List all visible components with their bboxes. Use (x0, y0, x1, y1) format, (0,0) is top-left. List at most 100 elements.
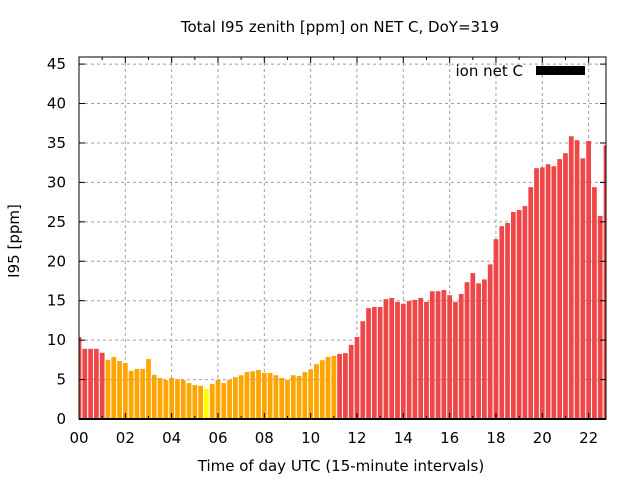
bar (383, 299, 389, 419)
bar (539, 167, 545, 419)
bars (79, 136, 606, 419)
legend: ion net C (456, 62, 585, 80)
bar (256, 370, 261, 419)
x-tick-label: 14 (394, 429, 413, 447)
bar (180, 379, 186, 419)
bar (186, 383, 192, 419)
y-tick-label: 0 (56, 410, 66, 428)
chart-title: Total I95 zenith [ppm] on NET C, DoY=319 (180, 18, 499, 36)
x-tick-label: 06 (208, 429, 227, 447)
bar (597, 215, 603, 419)
bar (221, 383, 227, 419)
x-tick-label: 02 (116, 429, 135, 447)
bar (279, 377, 285, 419)
bar (285, 379, 290, 419)
bar (493, 239, 499, 419)
bar (557, 159, 563, 419)
bar (551, 166, 557, 419)
bar (499, 226, 505, 419)
bar (482, 279, 487, 419)
y-axis-label: I95 [ppm] (5, 204, 23, 278)
bar (441, 290, 447, 419)
y-tick-label: 25 (47, 213, 66, 231)
bar (389, 297, 395, 419)
bar (470, 273, 476, 419)
bar (296, 376, 302, 419)
bar (360, 321, 366, 419)
bar (395, 301, 400, 419)
bar (522, 206, 528, 419)
bar (151, 374, 157, 419)
legend-swatch (536, 66, 585, 75)
bar (244, 372, 250, 419)
bar (319, 360, 325, 419)
bar (169, 377, 175, 419)
bar (528, 187, 534, 419)
y-tick-label: 15 (47, 292, 66, 310)
bar (510, 211, 516, 419)
y-tick-label: 45 (47, 55, 66, 73)
bar (146, 359, 151, 419)
bar (273, 375, 279, 419)
bar (348, 344, 354, 419)
bar (366, 308, 371, 419)
x-tick-label: 20 (533, 429, 552, 447)
bar (429, 291, 435, 419)
bar (163, 379, 169, 419)
y-tick-labels: 0 5 10 15 20 25 30 35 40 45 (47, 55, 66, 428)
bar (79, 336, 82, 419)
bar (464, 282, 470, 419)
bar (250, 371, 256, 419)
bar (175, 379, 180, 419)
bar (99, 352, 105, 419)
bar (215, 379, 221, 419)
bar (545, 164, 551, 419)
legend-label: ion net C (456, 62, 523, 80)
bar (447, 295, 453, 419)
bar (198, 385, 203, 419)
bar (267, 372, 273, 419)
bar (134, 368, 140, 419)
bar (88, 348, 93, 419)
bar (111, 357, 117, 419)
bar (563, 153, 568, 419)
bar (435, 291, 441, 419)
x-tick-labels: 00 02 04 06 08 10 12 14 16 18 20 22 (69, 429, 598, 447)
bar (377, 307, 383, 419)
bar (325, 357, 331, 419)
x-tick-label: 08 (255, 429, 274, 447)
bar (157, 377, 163, 419)
x-tick-label: 22 (579, 429, 598, 447)
bar (592, 187, 597, 419)
bar (343, 353, 348, 419)
y-tick-label: 20 (47, 252, 66, 270)
bar (122, 363, 128, 419)
bar (209, 383, 215, 419)
bar (568, 136, 574, 419)
bar (105, 359, 111, 419)
x-tick-label: 04 (162, 429, 181, 447)
y-tick-label: 5 (56, 371, 66, 389)
bar (458, 293, 464, 419)
bar (453, 301, 458, 419)
bar (302, 372, 308, 419)
bar (354, 336, 360, 419)
x-tick-label: 10 (301, 429, 320, 447)
x-tick-label: 18 (486, 429, 505, 447)
bar (400, 303, 406, 419)
y-tick-label: 40 (47, 95, 66, 113)
bar (487, 264, 493, 419)
bar (227, 379, 232, 419)
bar (371, 307, 377, 419)
bar (192, 385, 198, 419)
bar (516, 210, 522, 419)
axes (78, 56, 607, 420)
bar (128, 370, 134, 419)
bar (574, 140, 580, 419)
bar (140, 368, 146, 419)
bar (331, 355, 337, 419)
bar (603, 145, 606, 419)
x-tick-label: 16 (440, 429, 459, 447)
bar (117, 361, 122, 419)
